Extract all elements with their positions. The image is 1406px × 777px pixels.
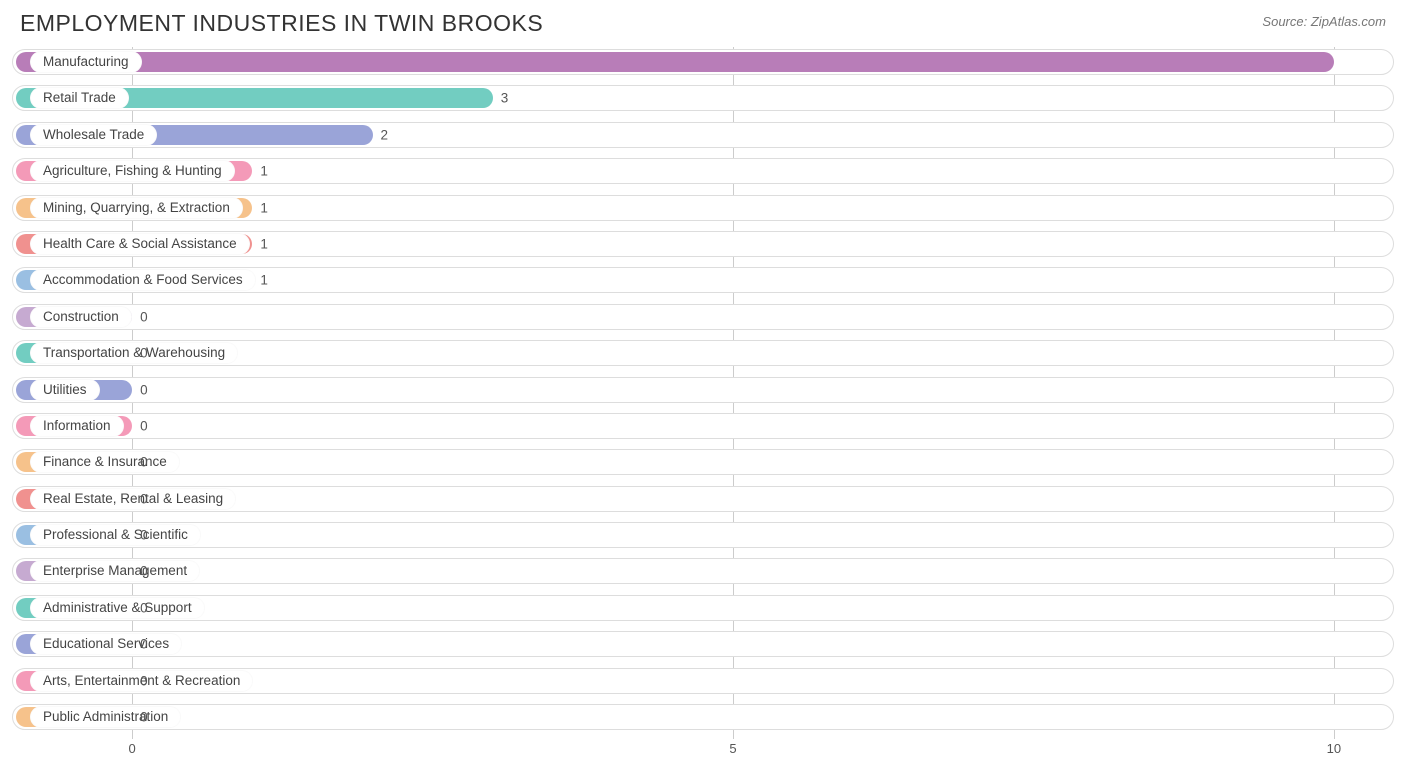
bar-row: Finance & Insurance0 [12, 447, 1394, 477]
bar-label-pill: Transportation & Warehousing [30, 342, 238, 364]
bar-label-pill: Educational Services [30, 633, 182, 655]
bar-row: Agriculture, Fishing & Hunting 1 [12, 156, 1394, 186]
bar [16, 52, 1334, 72]
bar-track [12, 595, 1394, 621]
bar-row: Transportation & Warehousing0 [12, 338, 1394, 368]
bar-value-label: 0 [140, 528, 148, 543]
bar-value-label: 0 [140, 637, 148, 652]
source-name: ZipAtlas.com [1311, 14, 1386, 29]
bar-label-pill: Accommodation & Food Services [30, 269, 256, 291]
x-tick-label: 0 [129, 741, 136, 756]
bar-track [12, 449, 1394, 475]
bar-row: Information 0 [12, 411, 1394, 441]
bar-label-pill: Information [30, 415, 124, 437]
chart-source: Source: ZipAtlas.com [1262, 14, 1386, 29]
bar-row: Retail Trade 3 [12, 83, 1394, 113]
bar-track [12, 522, 1394, 548]
chart-header: EMPLOYMENT INDUSTRIES IN TWIN BROOKS Sou… [0, 0, 1406, 41]
bar-label-pill: Agriculture, Fishing & Hunting [30, 160, 235, 182]
bar-label-pill: Manufacturing [30, 51, 142, 73]
bar-track [12, 704, 1394, 730]
bar-track [12, 631, 1394, 657]
bar-value-label: 0 [140, 564, 148, 579]
bar-row: Enterprise Management0 [12, 556, 1394, 586]
bar-row: Educational Services0 [12, 629, 1394, 659]
bar-row: Construction 0 [12, 302, 1394, 332]
bar-value-label: 1 [260, 273, 268, 288]
bar-row: Utilities 0 [12, 375, 1394, 405]
x-tick-label: 5 [729, 741, 736, 756]
bar-label-pill: Professional & Scientific [30, 524, 201, 546]
bar-label-pill: Administrative & Support [30, 597, 205, 619]
bar-value-label: 0 [140, 673, 148, 688]
bar-label-pill: Finance & Insurance [30, 451, 180, 473]
x-tick-label: 10 [1327, 741, 1341, 756]
bar-value-label: 0 [140, 710, 148, 725]
bar-row: Accommodation & Food Services 1 [12, 265, 1394, 295]
bar-row: Professional & Scientific0 [12, 520, 1394, 550]
bar-row: Manufacturing 10 [12, 47, 1394, 77]
bar-value-label: 0 [140, 455, 148, 470]
bar-value-label: 0 [140, 418, 148, 433]
bar-row: Public Administration0 [12, 702, 1394, 732]
bar-track [12, 413, 1394, 439]
bar-label-pill: Health Care & Social Assistance [30, 233, 250, 255]
bar-value-label: 2 [381, 127, 389, 142]
chart-plot: Manufacturing10Retail Trade3Wholesale Tr… [12, 47, 1394, 739]
x-axis: 0 5 10 [12, 739, 1394, 763]
bar-label-pill: Enterprise Management [30, 560, 200, 582]
bar-row: Mining, Quarrying, & Extraction 1 [12, 193, 1394, 223]
bar-value-label: 1 [260, 200, 268, 215]
bar-value-label: 3 [501, 91, 509, 106]
bar-track [12, 377, 1394, 403]
bar-value-label: 0 [140, 346, 148, 361]
bar-label-pill: Wholesale Trade [30, 124, 157, 146]
bar-track [12, 304, 1394, 330]
bar-row: Wholesale Trade 2 [12, 120, 1394, 150]
chart-plot-area: Manufacturing10Retail Trade3Wholesale Tr… [12, 47, 1394, 739]
bar-label-pill: Retail Trade [30, 87, 129, 109]
bar-label-pill: Construction [30, 306, 132, 328]
bar-value-label: 0 [140, 382, 148, 397]
bar-value-label: 1 [260, 164, 268, 179]
bar-track [12, 558, 1394, 584]
bar-label-pill: Public Administration [30, 706, 181, 728]
bar-value-label: 10 [1365, 55, 1380, 70]
bar-row: Real Estate, Rental & Leasing0 [12, 484, 1394, 514]
bar-label-pill: Real Estate, Rental & Leasing [30, 488, 236, 510]
chart-title: EMPLOYMENT INDUSTRIES IN TWIN BROOKS [20, 10, 543, 37]
bar-row: Arts, Entertainment & Recreation0 [12, 666, 1394, 696]
bar-value-label: 0 [140, 600, 148, 615]
bar-row: Administrative & Support0 [12, 593, 1394, 623]
source-label: Source: [1262, 14, 1307, 29]
bar-value-label: 1 [260, 236, 268, 251]
bar-value-label: 0 [140, 309, 148, 324]
bar-label-pill: Utilities [30, 379, 100, 401]
bar-value-label: 0 [140, 491, 148, 506]
bar-label-pill: Mining, Quarrying, & Extraction [30, 197, 243, 219]
bar-row: Health Care & Social Assistance 1 [12, 229, 1394, 259]
